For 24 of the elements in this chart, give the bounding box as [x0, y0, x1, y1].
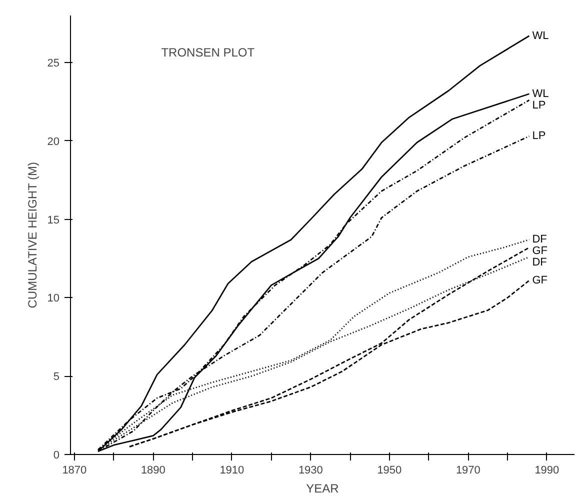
x-tick-label: 1950 [377, 464, 402, 476]
x-tick-label: 1870 [62, 464, 87, 476]
y-tick-label: 0 [53, 450, 60, 462]
series-label: WL [532, 88, 549, 100]
x-tick-label: 1970 [456, 464, 480, 476]
y-tick-label: 5 [53, 371, 60, 384]
series-label: GF [532, 274, 548, 286]
series-label: GF [532, 245, 548, 258]
text: TRONSEN PLOT [161, 45, 256, 60]
x-tick-label: 1990 [534, 464, 560, 476]
x-tick-label: 1930 [298, 464, 323, 476]
series-label: DF [532, 256, 548, 269]
y-tick-label: 25 [47, 58, 60, 70]
series-label: DF [532, 234, 548, 246]
y-tick-label: 20 [47, 136, 60, 148]
x-tick-label: 1890 [140, 464, 166, 476]
x-axis-title: YEAR [306, 482, 340, 496]
y-tick-label: 10 [47, 292, 60, 305]
series-label: LP [532, 130, 546, 142]
x-tick-label: 1910 [220, 464, 244, 476]
series-label: WL [532, 30, 549, 42]
y-tick-label: 15 [47, 214, 60, 226]
y-axis-title: CUMULATIVE HEIGHT (M) [25, 162, 40, 308]
series-label: LP [532, 99, 546, 112]
